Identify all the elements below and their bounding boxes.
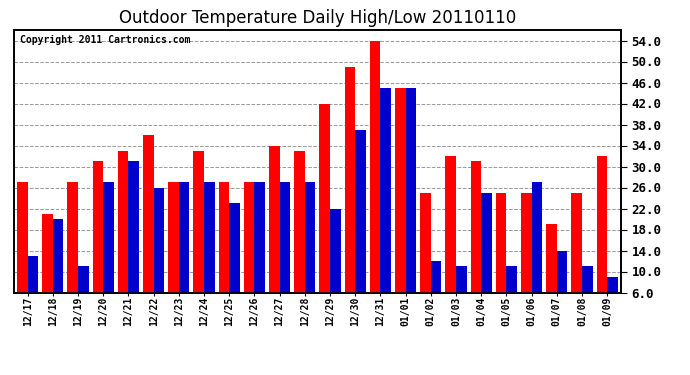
Bar <box>582 266 593 292</box>
Bar <box>406 88 416 292</box>
Bar <box>305 182 315 292</box>
Bar <box>420 193 431 292</box>
Bar <box>380 88 391 292</box>
Bar <box>17 182 28 292</box>
Bar <box>395 88 406 292</box>
Bar <box>330 209 341 292</box>
Bar <box>104 182 114 292</box>
Bar <box>496 193 506 292</box>
Bar <box>521 193 531 292</box>
Bar <box>546 224 557 292</box>
Bar <box>244 182 255 292</box>
Bar <box>229 203 240 292</box>
Bar <box>92 161 104 292</box>
Bar <box>78 266 88 292</box>
Bar <box>279 182 290 292</box>
Bar <box>506 266 517 292</box>
Bar <box>571 193 582 292</box>
Bar <box>294 151 305 292</box>
Bar <box>370 40 380 292</box>
Bar <box>118 151 128 292</box>
Bar <box>481 193 492 292</box>
Bar <box>445 156 456 292</box>
Bar <box>143 135 154 292</box>
Bar <box>557 251 567 292</box>
Bar <box>154 188 164 292</box>
Title: Outdoor Temperature Daily High/Low 20110110: Outdoor Temperature Daily High/Low 20110… <box>119 9 516 27</box>
Bar <box>456 266 466 292</box>
Bar <box>607 277 618 292</box>
Bar <box>431 261 442 292</box>
Bar <box>68 182 78 292</box>
Bar <box>219 182 229 292</box>
Bar <box>179 182 190 292</box>
Bar <box>168 182 179 292</box>
Bar <box>344 67 355 292</box>
Bar <box>531 182 542 292</box>
Bar <box>597 156 607 292</box>
Bar <box>53 219 63 292</box>
Bar <box>269 146 279 292</box>
Bar <box>471 161 481 292</box>
Text: Copyright 2011 Cartronics.com: Copyright 2011 Cartronics.com <box>20 35 190 45</box>
Bar <box>319 104 330 292</box>
Bar <box>28 256 38 292</box>
Bar <box>193 151 204 292</box>
Bar <box>204 182 215 292</box>
Bar <box>42 214 53 292</box>
Bar <box>255 182 265 292</box>
Bar <box>128 161 139 292</box>
Bar <box>355 130 366 292</box>
